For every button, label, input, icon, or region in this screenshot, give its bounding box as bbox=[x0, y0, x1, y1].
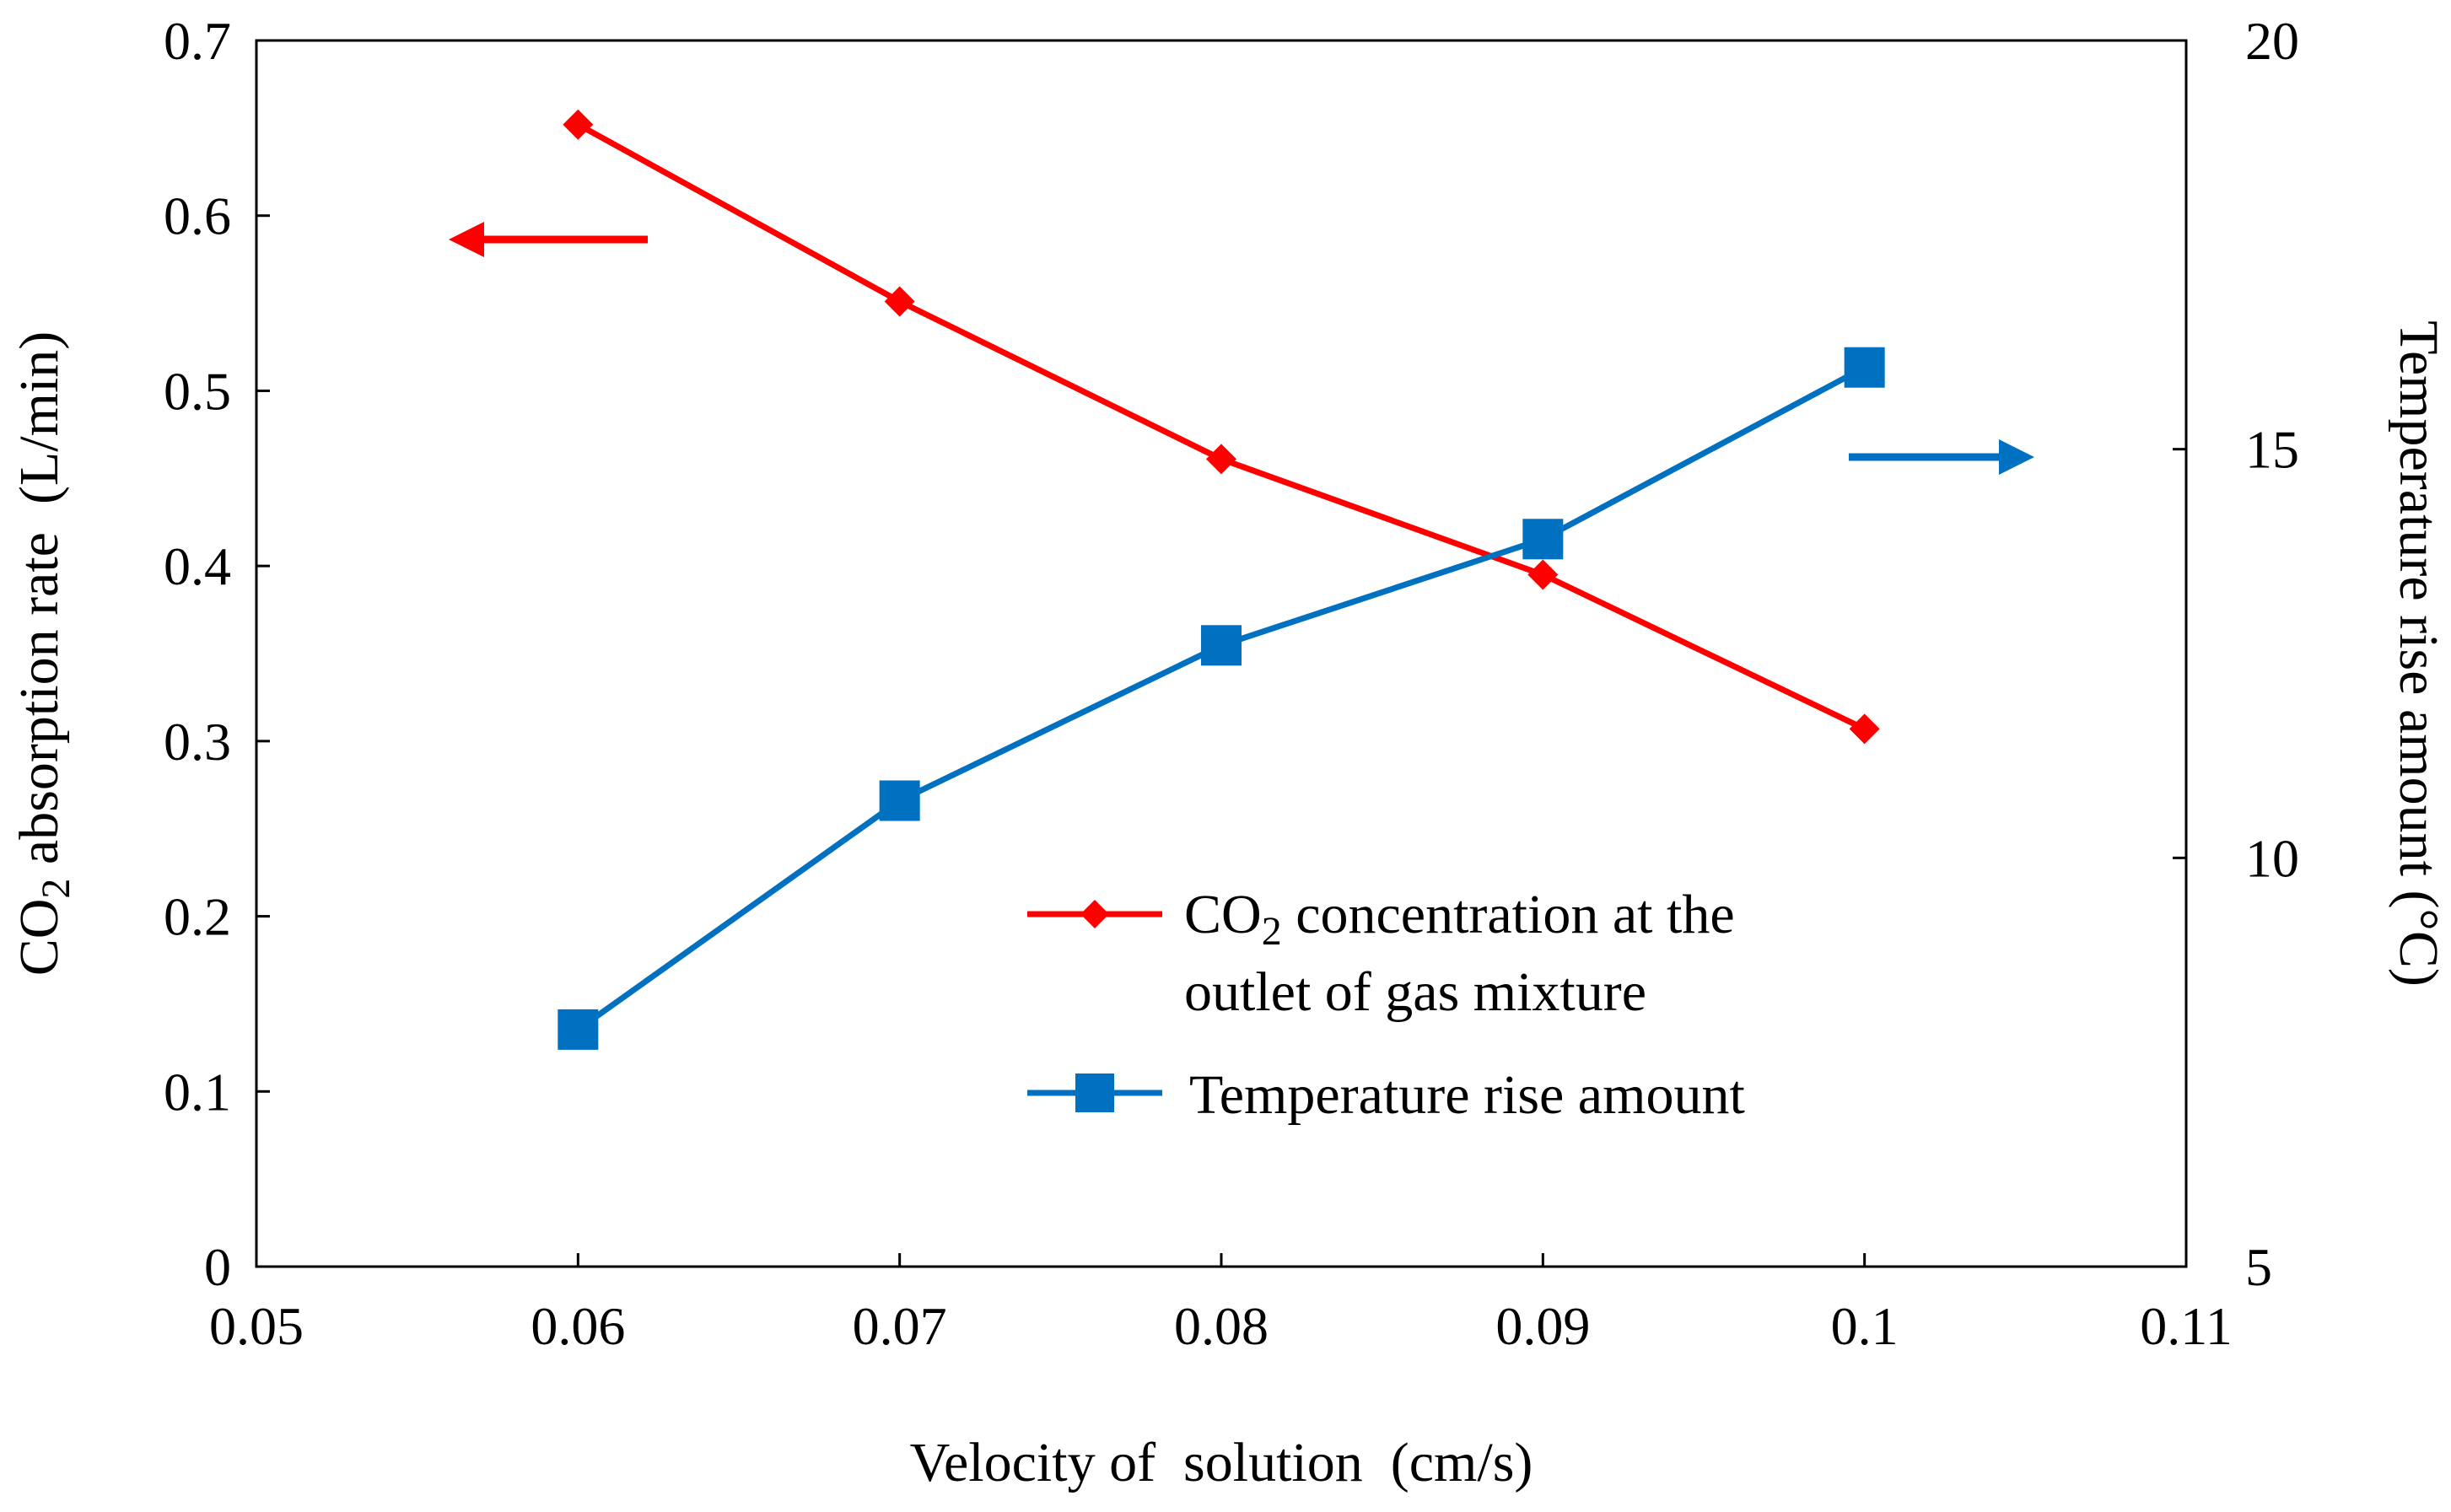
legend-label-co2-rest: concentration at the bbox=[1282, 884, 1735, 945]
data-point-temperature bbox=[1522, 519, 1564, 560]
left-y-tick-label: 0.4 bbox=[164, 536, 231, 596]
right-y-tick-label: 20 bbox=[2245, 11, 2299, 71]
data-point-co2 bbox=[884, 286, 915, 317]
data-point-co2 bbox=[1849, 713, 1880, 745]
data-point-temperature bbox=[1844, 347, 1885, 388]
legend-label-temperature: Temperature rise amount bbox=[1189, 1064, 1745, 1126]
x-tick-label: 0.08 bbox=[1174, 1296, 1269, 1356]
legend-label-co2-line1: CO2 concentration at the bbox=[1184, 884, 1735, 954]
right-y-tick-label: 15 bbox=[2245, 420, 2299, 480]
left-y-tick-label: 0.2 bbox=[164, 887, 231, 947]
right-y-tick-label: 5 bbox=[2245, 1237, 2272, 1297]
left-y-axis-title-main: CO bbox=[8, 899, 70, 977]
left-y-axis-title: CO2 absorption rate (L/min) bbox=[8, 331, 78, 977]
left-axis-arrow-head bbox=[449, 222, 484, 257]
legend: CO2 concentration at the outlet of gas m… bbox=[1027, 884, 1745, 1126]
left-y-tick-label: 0.3 bbox=[164, 712, 231, 772]
x-tick-label: 0.05 bbox=[209, 1296, 304, 1356]
left-y-tick-label: 0.1 bbox=[164, 1062, 231, 1122]
left-y-axis-title-rest: absorption rate (L/min) bbox=[8, 331, 70, 879]
x-axis-ticks: 0.05 0.06 0.07 0.08 0.09 0.1 0.11 bbox=[209, 1253, 2233, 1356]
x-tick-label: 0.1 bbox=[1831, 1296, 1899, 1356]
x-tick-label: 0.11 bbox=[2140, 1296, 2233, 1356]
x-axis-title: Velocity of solution (cm/s) bbox=[910, 1432, 1533, 1493]
data-point-temperature bbox=[879, 780, 920, 821]
right-axis-arrow-head bbox=[1999, 439, 2034, 475]
right-y-axis-title: Temperature rise amount (°C) bbox=[2388, 320, 2449, 987]
series-layer bbox=[558, 109, 1885, 1050]
legend-label-co2-subscript: 2 bbox=[1262, 909, 1282, 954]
data-point-temperature bbox=[1201, 625, 1242, 666]
left-y-tick-label: 0.5 bbox=[164, 361, 231, 421]
data-point-co2 bbox=[1206, 444, 1236, 475]
x-tick-label: 0.07 bbox=[853, 1296, 947, 1356]
legend-label-co2-main: CO bbox=[1184, 884, 1262, 945]
right-y-tick-label: 10 bbox=[2245, 828, 2299, 888]
legend-entry-temperature: Temperature rise amount bbox=[1027, 1064, 1745, 1126]
left-y-axis-title-subscript: 2 bbox=[34, 879, 78, 899]
data-point-co2 bbox=[1527, 559, 1559, 590]
right-y-axis-ticks: 5 10 15 20 bbox=[2173, 11, 2299, 1297]
left-y-tick-label: 0 bbox=[204, 1237, 231, 1297]
left-axis-arrow bbox=[449, 222, 648, 257]
x-tick-label: 0.06 bbox=[531, 1296, 625, 1356]
x-tick-label: 0.09 bbox=[1495, 1296, 1590, 1356]
left-y-tick-label: 0.6 bbox=[164, 186, 231, 246]
data-point-temperature bbox=[558, 1009, 599, 1050]
legend-swatch-temperature-marker bbox=[1075, 1073, 1114, 1112]
left-y-axis-ticks: 0 0.1 0.2 0.3 0.4 0.5 0.6 0.7 bbox=[164, 11, 270, 1297]
left-y-tick-label: 0.7 bbox=[164, 11, 231, 71]
legend-entry-co2: CO2 concentration at the outlet of gas m… bbox=[1027, 884, 1735, 1023]
data-point-co2 bbox=[563, 109, 594, 140]
legend-label-co2-line2: outlet of gas mixture bbox=[1184, 961, 1646, 1023]
legend-swatch-co2-marker bbox=[1080, 900, 1109, 928]
right-axis-arrow bbox=[1849, 439, 2034, 475]
